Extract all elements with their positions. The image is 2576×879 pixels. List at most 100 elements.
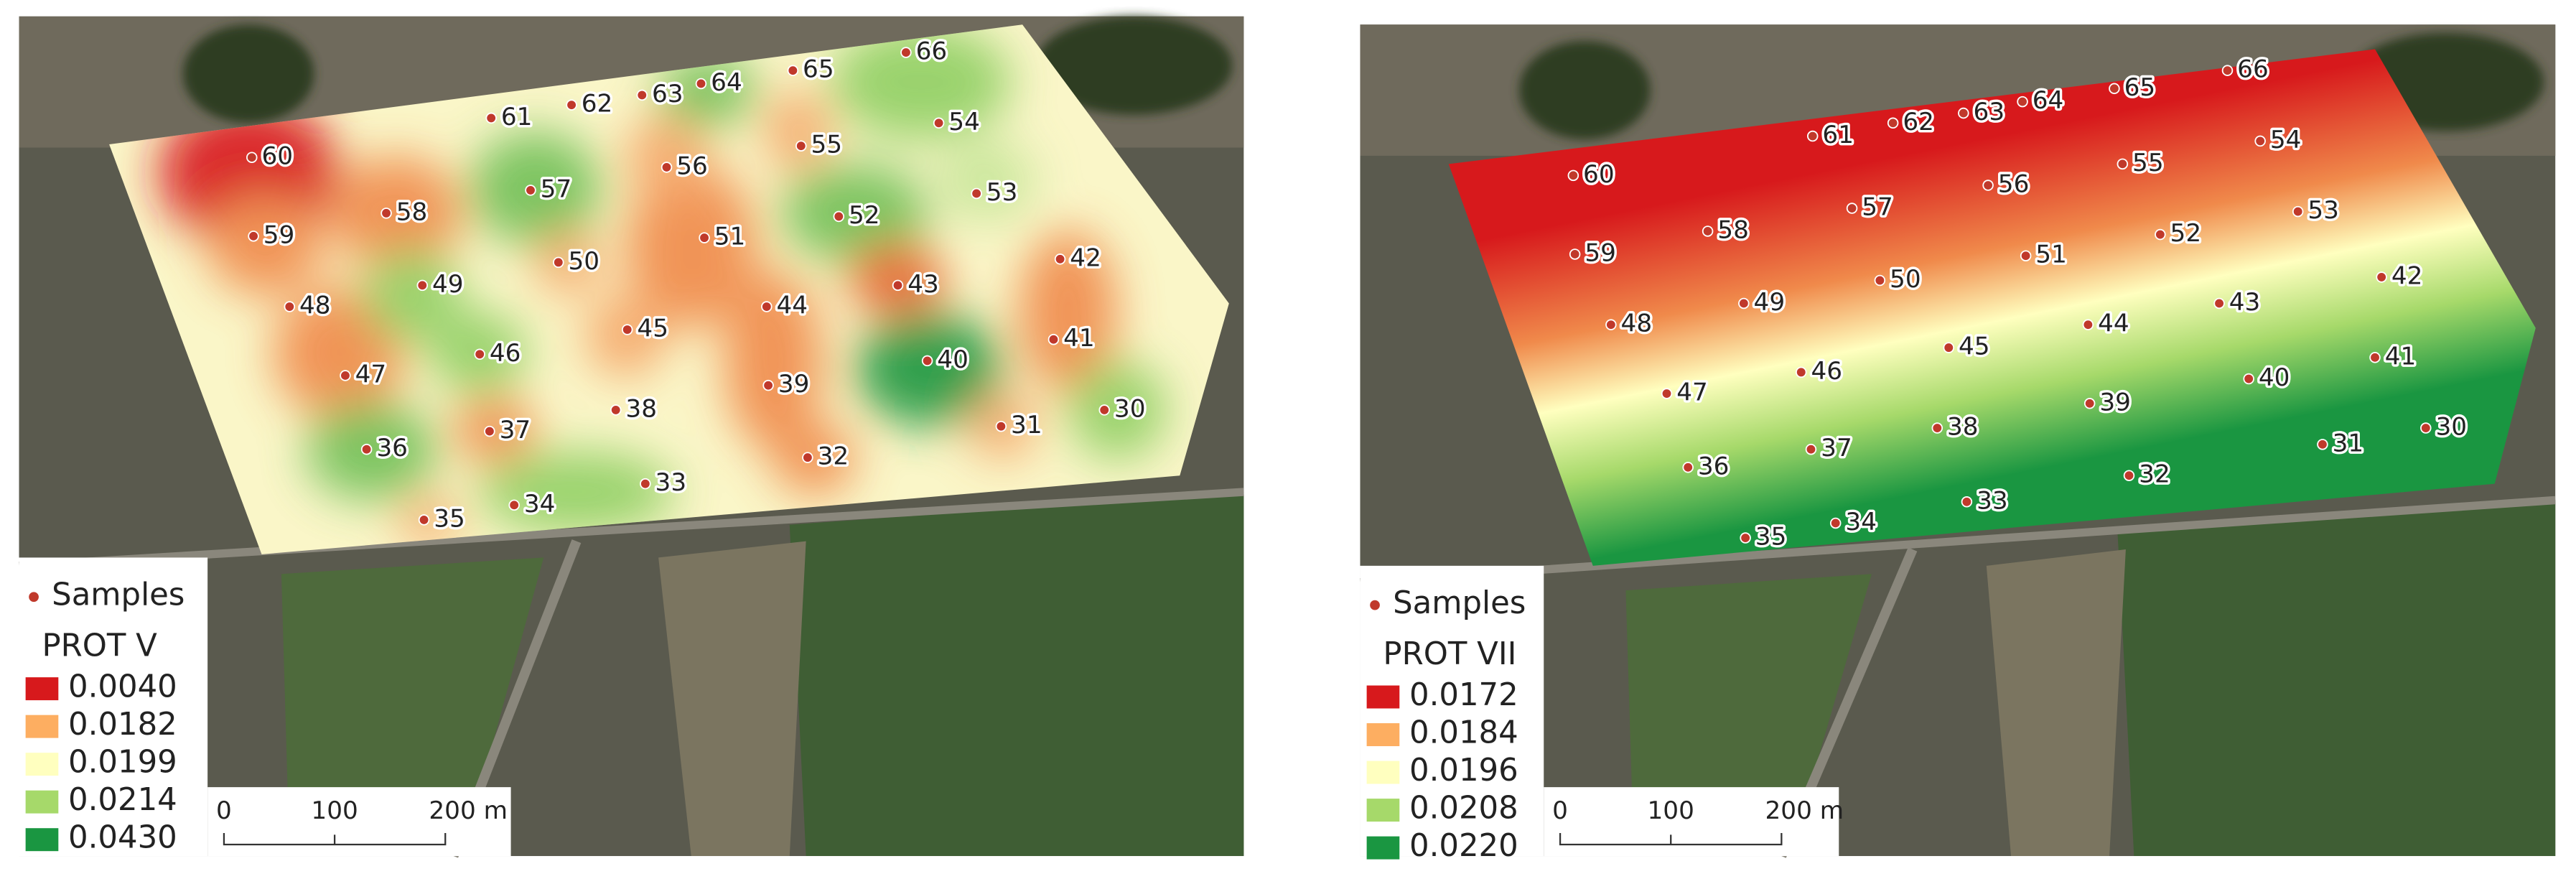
sample-label: 40	[937, 345, 969, 374]
sample-label: 46	[1811, 357, 1842, 386]
sample-point	[2376, 271, 2387, 283]
sample-label: 58	[1717, 215, 1749, 244]
sample-point	[1047, 333, 1060, 345]
sample-point	[2317, 439, 2328, 450]
legend-label: 0.0184	[1409, 715, 1518, 751]
sample-point	[2254, 135, 2266, 147]
sample-point	[971, 187, 982, 200]
sample-point	[2155, 228, 2166, 241]
scale-label: 0	[216, 796, 232, 825]
sample-label: 44	[2098, 310, 2129, 338]
sample-label: 55	[2132, 149, 2164, 177]
sample-label: 33	[655, 468, 687, 497]
sample-label: 41	[2385, 342, 2417, 371]
sample-point	[2213, 297, 2225, 310]
sample-point	[553, 256, 564, 269]
sample-point	[1605, 319, 1617, 330]
sample-point	[2369, 352, 2381, 363]
scale-label: 100	[311, 796, 358, 825]
sample-point	[1887, 117, 1899, 129]
sample-label: 50	[1890, 265, 1921, 294]
legend-swatch	[1366, 685, 1400, 709]
sample-point	[1795, 366, 1807, 378]
overlay: 60 59 58 57 61 62 63 64 65 66 54 55 56 53 52 51 50 49 48 42…	[19, 34, 2470, 864]
sample-point	[1098, 404, 1111, 416]
sample-point	[484, 425, 495, 437]
sample-point	[802, 452, 813, 463]
sample-point	[485, 112, 497, 124]
sample-point	[248, 231, 259, 242]
legend-swatch	[1366, 761, 1400, 784]
sample-label: 63	[652, 80, 683, 108]
sample-point	[1961, 496, 1973, 508]
sample-label: 42	[1070, 243, 1101, 272]
sample-label: 53	[986, 178, 1018, 207]
sample-label: 61	[1822, 121, 1854, 149]
sample-label: 38	[625, 394, 657, 423]
sample-label: 60	[1583, 160, 1615, 189]
sample-label: 58	[396, 197, 428, 226]
sample-point	[1682, 462, 1694, 473]
legend-label: 0.0196	[1409, 753, 1518, 789]
sample-label: 43	[2229, 288, 2261, 317]
sample-point	[284, 301, 296, 312]
sample-label: 60	[261, 142, 293, 171]
sample-point	[1943, 342, 1955, 353]
sample-label: 57	[541, 175, 572, 203]
sample-point	[640, 478, 651, 490]
sample-label: 53	[2307, 196, 2339, 225]
legend-swatch	[25, 790, 59, 814]
sample-label: 66	[916, 37, 948, 66]
sample-point	[1740, 532, 1751, 544]
sample-point	[995, 420, 1007, 432]
legend-swatch	[1366, 836, 1400, 860]
sample-point	[661, 162, 673, 173]
legend-samples: Samples	[1393, 585, 1526, 621]
sample-label: 49	[1754, 288, 1786, 317]
sample-point	[2221, 65, 2234, 76]
sample-point	[1846, 203, 1858, 214]
sample-label: 37	[1821, 434, 1852, 462]
legend-label: 0.0214	[68, 782, 177, 818]
sample-label: 35	[434, 504, 465, 533]
sample-point	[1569, 248, 1581, 260]
sample-label: 48	[1621, 310, 1653, 338]
sample-label: 59	[1585, 238, 1616, 267]
sample-point	[2083, 397, 2096, 409]
sample-label: 34	[524, 490, 556, 518]
sample-label: 56	[1998, 170, 2030, 199]
sample-label: 51	[2035, 241, 2067, 269]
legend-sample-symbol	[1370, 600, 1380, 610]
sample-label: 64	[2033, 86, 2064, 115]
sample-point	[1806, 130, 1819, 142]
sample-point	[1567, 169, 1579, 182]
sample-label: 45	[637, 315, 668, 343]
sample-point	[418, 514, 430, 526]
sample-point	[566, 99, 577, 111]
legend-swatch	[25, 715, 59, 738]
legend-label: 0.0220	[1409, 828, 1518, 864]
sample-label: 54	[2270, 126, 2302, 154]
sample-label: 65	[803, 55, 834, 84]
sample-label: 62	[582, 90, 613, 118]
sample-point	[2123, 470, 2135, 482]
sample-label: 34	[1845, 508, 1877, 536]
sample-point	[621, 324, 633, 335]
sample-point	[2082, 319, 2094, 330]
sample-point	[1702, 225, 1714, 237]
sample-point	[900, 47, 912, 58]
sample-point	[416, 279, 429, 292]
legend-label: 0.0199	[68, 745, 177, 781]
sample-point	[833, 210, 845, 223]
sample-label: 59	[263, 220, 295, 249]
legend-swatch	[25, 828, 59, 852]
sample-point	[340, 370, 351, 381]
sample-label: 32	[2139, 460, 2170, 489]
sample-label: 39	[778, 370, 810, 399]
sample-label: 43	[907, 270, 939, 299]
sample-label: 31	[2333, 429, 2364, 457]
sample-label: 40	[2259, 363, 2290, 392]
legend-samples: Samples	[52, 577, 185, 613]
sample-label: 55	[811, 131, 842, 159]
sample-label: 36	[1698, 452, 1730, 480]
